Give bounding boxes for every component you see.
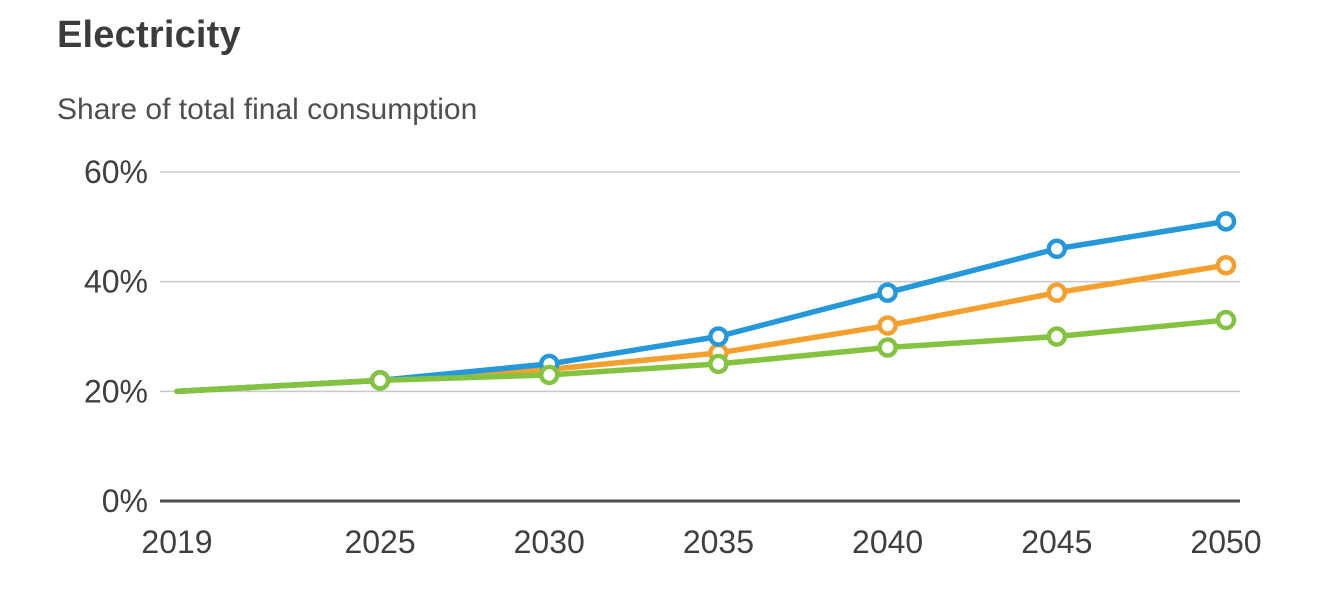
x-tick-label-2045: 2045 <box>1021 524 1092 560</box>
marker-orange-series-2050 <box>1215 254 1237 276</box>
marker-blue-series-2050 <box>1215 211 1237 232</box>
y-tick-label-60: 60% <box>84 154 148 190</box>
y-tick-label-0: 0% <box>102 483 148 519</box>
x-tick-label-2035: 2035 <box>683 524 754 560</box>
x-tick-label-2030: 2030 <box>514 524 585 560</box>
x-tick-label-2019: 2019 <box>141 524 212 560</box>
marker-green-series-2045 <box>1046 326 1068 347</box>
x-tick-label-2040: 2040 <box>852 524 923 560</box>
chart-subtitle: Share of total final consumption <box>57 93 478 126</box>
marker-orange-series-2045 <box>1046 282 1068 303</box>
series-line-orange-series <box>174 262 1229 395</box>
x-tick-label-2025: 2025 <box>344 524 415 560</box>
marker-blue-series-2035 <box>708 326 729 347</box>
marker-blue-series-2045 <box>1046 238 1068 260</box>
marker-green-series-2025 <box>369 370 391 391</box>
marker-green-series-2035 <box>708 353 729 375</box>
marker-green-series-2040 <box>877 337 898 358</box>
y-tick-label-20: 20% <box>84 373 148 409</box>
marker-blue-series-2040 <box>877 282 898 303</box>
marker-green-series-2050 <box>1215 309 1237 331</box>
marker-orange-series-2040 <box>877 315 898 336</box>
marker-green-series-2030 <box>538 364 560 386</box>
chart-title: Electricity <box>57 14 241 56</box>
y-tick-label-40: 40% <box>84 264 148 300</box>
x-tick-label-2050: 2050 <box>1190 524 1261 560</box>
